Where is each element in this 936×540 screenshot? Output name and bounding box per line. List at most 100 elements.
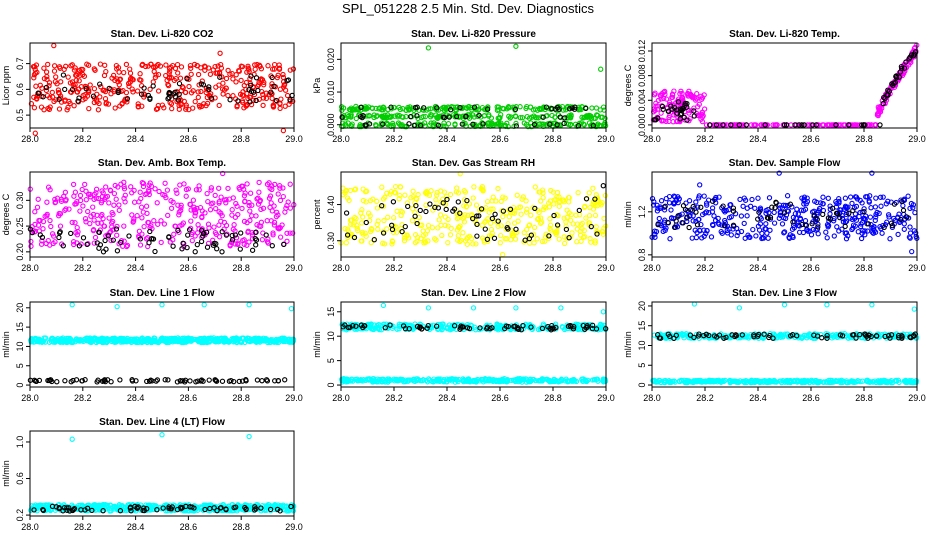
point-yellow bbox=[436, 217, 442, 223]
point-magenta bbox=[44, 211, 50, 218]
point-black bbox=[551, 212, 557, 219]
point-green bbox=[390, 122, 396, 128]
point-black bbox=[141, 85, 147, 91]
point-blue bbox=[738, 213, 745, 219]
point-magenta bbox=[100, 215, 106, 222]
point-green bbox=[552, 114, 558, 120]
point-yellow bbox=[495, 185, 501, 192]
point-black bbox=[435, 205, 442, 211]
y-axis-label: percent bbox=[312, 199, 322, 230]
x-tick-label: 28.8 bbox=[232, 134, 250, 144]
point-black bbox=[566, 235, 572, 241]
point-magenta bbox=[99, 188, 105, 194]
point-magenta bbox=[241, 193, 248, 199]
y-axis-label: Licor ppm bbox=[1, 66, 11, 106]
point-magenta bbox=[239, 205, 245, 212]
point-black bbox=[175, 97, 181, 103]
point-yellow bbox=[553, 196, 559, 203]
point-yellow bbox=[360, 214, 366, 220]
point-black bbox=[232, 232, 239, 238]
point-magenta bbox=[113, 196, 119, 202]
point-magenta bbox=[87, 220, 93, 227]
point-magenta bbox=[28, 243, 34, 249]
point-blue bbox=[784, 193, 791, 199]
point-red bbox=[238, 63, 244, 69]
point-red bbox=[110, 72, 117, 79]
point-magenta bbox=[52, 239, 58, 245]
point-blue bbox=[820, 194, 826, 200]
point-magenta bbox=[658, 110, 664, 116]
point-magenta bbox=[116, 202, 122, 208]
point-magenta bbox=[202, 210, 208, 216]
point-black bbox=[906, 56, 912, 62]
point-magenta bbox=[74, 224, 80, 231]
point-yellow bbox=[410, 206, 416, 212]
point-magenta bbox=[271, 222, 278, 228]
point-blue bbox=[867, 214, 874, 220]
point-yellow bbox=[428, 188, 434, 194]
point-black bbox=[76, 95, 82, 101]
point-red bbox=[159, 102, 166, 108]
point-black bbox=[910, 53, 917, 59]
point-magenta bbox=[244, 242, 250, 248]
point-black bbox=[474, 233, 480, 239]
point-magenta bbox=[175, 202, 181, 208]
point-blue bbox=[741, 220, 747, 227]
point-magenta bbox=[52, 199, 59, 205]
point-yellow bbox=[434, 192, 440, 198]
point-yellow bbox=[508, 237, 514, 243]
point-yellow bbox=[586, 190, 592, 196]
point-red bbox=[155, 61, 161, 68]
point-magenta bbox=[85, 208, 91, 215]
point-green bbox=[524, 113, 530, 120]
point-magenta bbox=[275, 212, 281, 218]
x-tick-label: 28.8 bbox=[544, 134, 562, 144]
point-red bbox=[188, 71, 194, 77]
point-red bbox=[190, 105, 196, 111]
point-yellow bbox=[384, 190, 390, 196]
y-tick-label: 0.40 bbox=[326, 196, 336, 214]
point-black bbox=[287, 97, 293, 103]
point-magenta bbox=[240, 237, 246, 244]
data-points bbox=[650, 301, 920, 386]
panel-3: Stan. Dev. Li-820 Temp.28.0 28.2 28.4 28.6 2… bbox=[623, 29, 926, 144]
point-black bbox=[285, 77, 292, 83]
point-red bbox=[114, 66, 120, 72]
point-yellow bbox=[551, 201, 557, 207]
point-magenta bbox=[195, 222, 201, 228]
point-red bbox=[186, 83, 192, 90]
point-red bbox=[117, 76, 124, 82]
point-black bbox=[583, 105, 589, 112]
outlier-cyan-high bbox=[380, 302, 387, 309]
point-red bbox=[194, 63, 201, 69]
point-blue bbox=[667, 236, 673, 242]
x-tick-label: 28.2 bbox=[385, 393, 403, 403]
point-yellow bbox=[362, 189, 369, 195]
panel-title: Stan. Dev. Gas Stream RH bbox=[412, 158, 535, 169]
point-magenta bbox=[284, 230, 290, 236]
point-yellow bbox=[470, 241, 476, 247]
point-red bbox=[137, 71, 143, 77]
point-black bbox=[43, 84, 50, 91]
point-red bbox=[236, 67, 242, 74]
point-yellow bbox=[536, 209, 542, 216]
point-yellow bbox=[575, 189, 581, 196]
point-black bbox=[552, 106, 559, 112]
point-magenta bbox=[188, 218, 194, 224]
point-black bbox=[269, 243, 275, 249]
point-red bbox=[147, 86, 153, 92]
point-green bbox=[523, 121, 530, 128]
point-blue bbox=[792, 211, 799, 217]
point-red bbox=[229, 70, 235, 77]
point-red bbox=[127, 66, 133, 72]
x-tick-label: 29.0 bbox=[285, 393, 303, 403]
point-blue bbox=[834, 224, 840, 230]
point-green bbox=[465, 104, 472, 110]
point-black bbox=[414, 113, 420, 119]
point-yellow bbox=[586, 213, 593, 219]
point-magenta bbox=[804, 122, 811, 128]
point-black bbox=[96, 229, 102, 235]
point-magenta bbox=[98, 200, 105, 206]
point-yellow bbox=[379, 184, 385, 190]
